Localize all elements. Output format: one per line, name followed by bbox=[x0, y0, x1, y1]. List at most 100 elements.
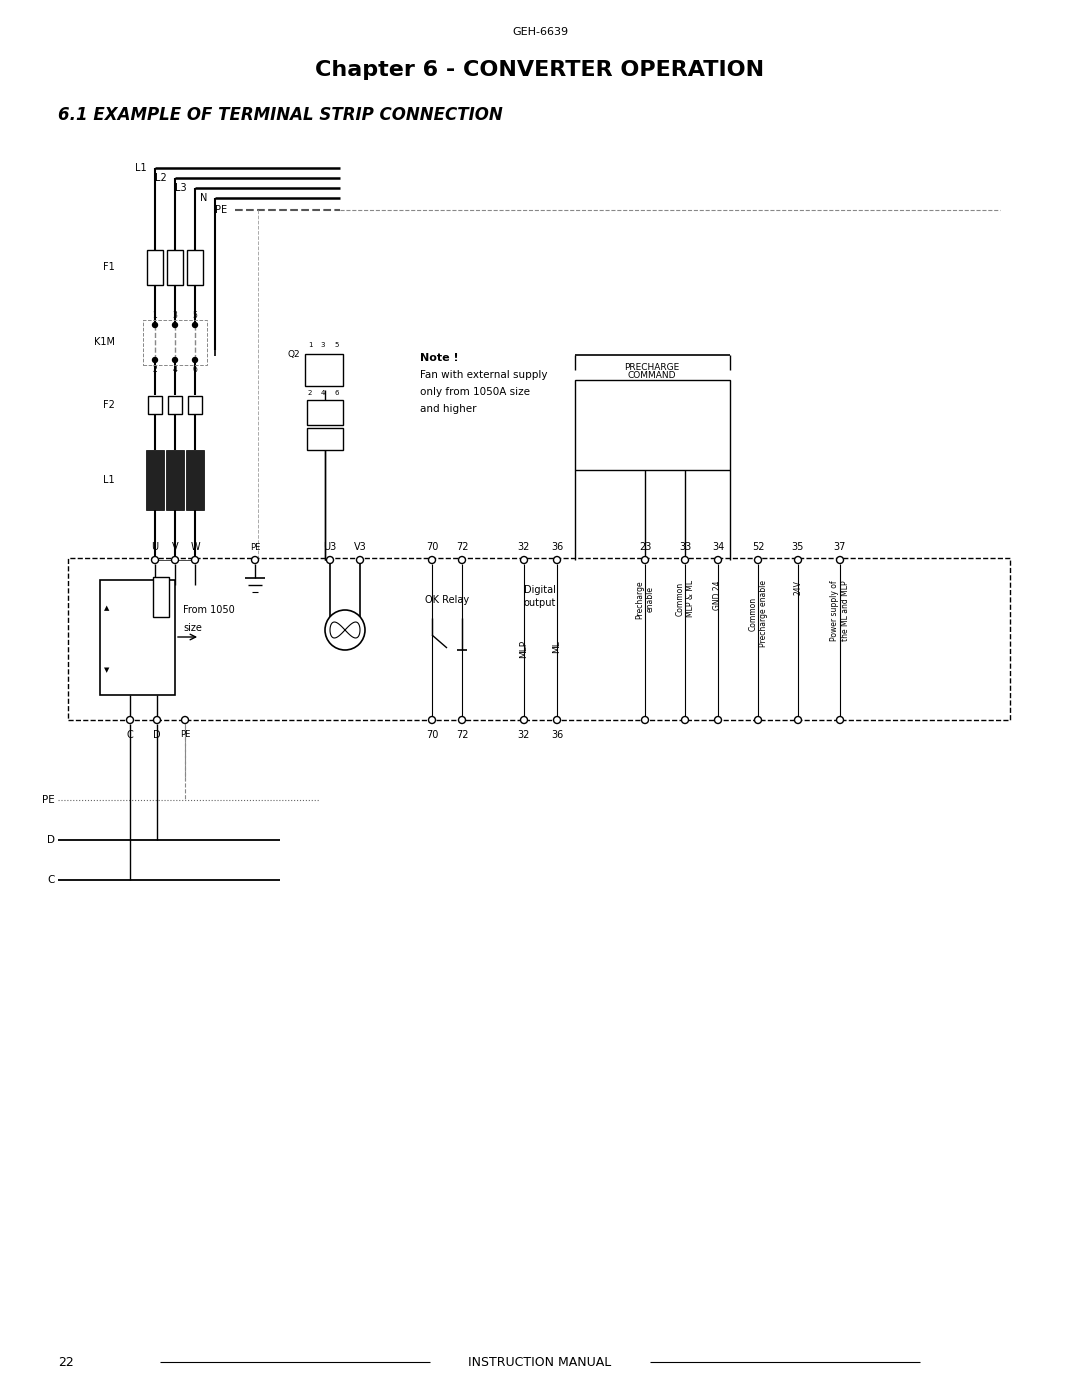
Circle shape bbox=[681, 556, 689, 563]
Text: 1: 1 bbox=[152, 312, 158, 320]
Text: 72: 72 bbox=[456, 542, 469, 552]
Text: ▲: ▲ bbox=[105, 605, 110, 610]
Text: Digital: Digital bbox=[524, 585, 556, 595]
Bar bbox=[186, 450, 204, 510]
Text: 2: 2 bbox=[152, 365, 158, 374]
Circle shape bbox=[192, 358, 198, 362]
Text: D: D bbox=[48, 835, 55, 845]
Text: ▼: ▼ bbox=[105, 666, 110, 673]
Circle shape bbox=[152, 323, 158, 327]
Text: ML: ML bbox=[553, 640, 562, 652]
Text: PRECHARGE: PRECHARGE bbox=[624, 363, 679, 373]
Text: 33: 33 bbox=[679, 542, 691, 552]
Text: OK Relay: OK Relay bbox=[424, 595, 469, 605]
Text: 3: 3 bbox=[173, 312, 177, 320]
Text: W: W bbox=[190, 542, 200, 552]
Text: 37: 37 bbox=[834, 542, 847, 552]
Circle shape bbox=[554, 717, 561, 724]
Circle shape bbox=[681, 717, 689, 724]
Text: MLP: MLP bbox=[519, 640, 528, 658]
Bar bbox=[307, 400, 343, 425]
Text: GEH-6639: GEH-6639 bbox=[512, 27, 568, 36]
Bar bbox=[307, 427, 343, 450]
Text: C: C bbox=[126, 731, 133, 740]
Text: and higher: and higher bbox=[420, 404, 476, 414]
Circle shape bbox=[642, 556, 648, 563]
Bar bbox=[143, 320, 207, 365]
Text: 70: 70 bbox=[426, 542, 438, 552]
Text: 5: 5 bbox=[335, 342, 339, 348]
Circle shape bbox=[326, 556, 334, 563]
Bar bbox=[166, 450, 184, 510]
Circle shape bbox=[715, 556, 721, 563]
Text: Chapter 6 - CONVERTER OPERATION: Chapter 6 - CONVERTER OPERATION bbox=[315, 60, 765, 80]
Text: L3: L3 bbox=[175, 183, 187, 193]
Bar bbox=[188, 395, 202, 414]
Circle shape bbox=[173, 358, 177, 362]
Text: N: N bbox=[200, 193, 207, 203]
Bar bbox=[187, 250, 203, 285]
Text: Power supply of
the ML and MLP: Power supply of the ML and MLP bbox=[831, 580, 850, 641]
Text: L1: L1 bbox=[104, 475, 114, 485]
Text: L2: L2 bbox=[156, 173, 167, 183]
Bar bbox=[168, 395, 183, 414]
Text: 36: 36 bbox=[551, 731, 563, 740]
Text: 32: 32 bbox=[517, 731, 530, 740]
Text: PE: PE bbox=[215, 205, 227, 215]
Text: 6: 6 bbox=[192, 365, 198, 374]
Circle shape bbox=[429, 717, 435, 724]
Bar bbox=[167, 250, 183, 285]
Text: only from 1050A size: only from 1050A size bbox=[420, 387, 530, 397]
Text: Common
Precharge enable: Common Precharge enable bbox=[748, 580, 768, 647]
Text: 22: 22 bbox=[58, 1355, 73, 1369]
Circle shape bbox=[554, 556, 561, 563]
Circle shape bbox=[173, 323, 177, 327]
Bar bbox=[153, 577, 168, 617]
Circle shape bbox=[795, 556, 801, 563]
Text: PE: PE bbox=[249, 543, 260, 552]
Text: 32: 32 bbox=[517, 542, 530, 552]
Text: PE: PE bbox=[179, 731, 190, 739]
Text: 2: 2 bbox=[308, 390, 312, 395]
Text: PE: PE bbox=[42, 795, 55, 805]
Circle shape bbox=[795, 717, 801, 724]
Circle shape bbox=[715, 717, 721, 724]
Circle shape bbox=[252, 556, 258, 563]
Text: Note !: Note ! bbox=[420, 353, 459, 363]
Circle shape bbox=[521, 717, 527, 724]
Text: COMMAND: COMMAND bbox=[627, 372, 676, 380]
Circle shape bbox=[755, 717, 761, 724]
Bar bbox=[68, 557, 1010, 719]
Text: 4: 4 bbox=[321, 390, 325, 395]
Text: 5: 5 bbox=[192, 312, 198, 320]
Text: Fan with external supply: Fan with external supply bbox=[420, 370, 548, 380]
Text: 1: 1 bbox=[308, 342, 312, 348]
Circle shape bbox=[459, 556, 465, 563]
Text: D: D bbox=[153, 731, 161, 740]
Circle shape bbox=[429, 556, 435, 563]
Text: 4: 4 bbox=[173, 365, 177, 374]
Text: 24V: 24V bbox=[794, 580, 802, 595]
Circle shape bbox=[126, 717, 134, 724]
Text: C: C bbox=[48, 875, 55, 886]
Circle shape bbox=[172, 556, 178, 563]
Bar bbox=[147, 250, 163, 285]
Text: 70: 70 bbox=[426, 731, 438, 740]
Circle shape bbox=[325, 610, 365, 650]
Text: U3: U3 bbox=[323, 542, 337, 552]
Circle shape bbox=[837, 556, 843, 563]
Text: V: V bbox=[172, 542, 178, 552]
Circle shape bbox=[152, 358, 158, 362]
Text: 34: 34 bbox=[712, 542, 724, 552]
Circle shape bbox=[153, 717, 161, 724]
Text: 72: 72 bbox=[456, 731, 469, 740]
Circle shape bbox=[642, 717, 648, 724]
Text: U: U bbox=[151, 542, 159, 552]
Text: INSTRUCTION MANUAL: INSTRUCTION MANUAL bbox=[469, 1355, 611, 1369]
Text: 52: 52 bbox=[752, 542, 765, 552]
Circle shape bbox=[181, 717, 189, 724]
Text: V3: V3 bbox=[353, 542, 366, 552]
Text: GND 24: GND 24 bbox=[714, 580, 723, 609]
Text: F1: F1 bbox=[104, 263, 114, 272]
Bar bbox=[305, 353, 343, 386]
